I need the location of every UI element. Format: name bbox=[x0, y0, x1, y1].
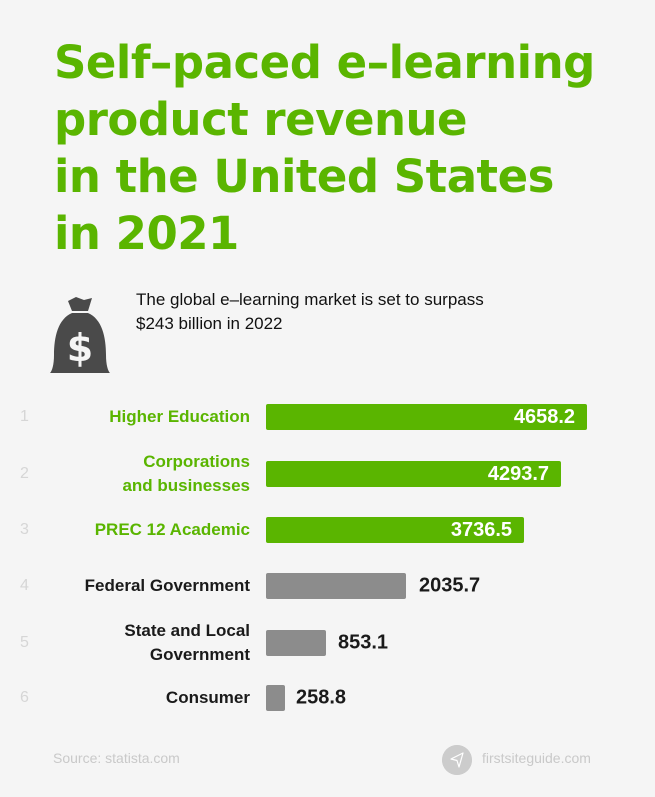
rank-number: 6 bbox=[20, 689, 29, 706]
rank-number: 1 bbox=[20, 408, 29, 425]
rank-number: 5 bbox=[20, 634, 29, 651]
bar-value: 853.1 bbox=[338, 631, 389, 654]
label-line: PREC 12 Academic bbox=[94, 520, 250, 539]
note-text: The global e–learning market is set to s… bbox=[136, 288, 636, 336]
bar-value: 2035.7 bbox=[419, 574, 481, 597]
bar: 4293.7 bbox=[266, 461, 561, 487]
bar-value: 4658.2 bbox=[513, 406, 575, 428]
market-note: $ The global e–learning market is set to… bbox=[0, 280, 655, 373]
chart-row: 6 Consumer 258.8 bbox=[0, 678, 655, 718]
bar-value: 4293.7 bbox=[487, 463, 549, 485]
rank-number: 4 bbox=[20, 577, 29, 594]
label-line: State and Local bbox=[124, 621, 250, 640]
source-link[interactable]: Source: statista.com bbox=[53, 750, 180, 766]
bar: 4658.2 bbox=[266, 404, 587, 430]
note-line: The global e–learning market is set to s… bbox=[136, 290, 484, 309]
row-label: Federal Government bbox=[85, 574, 250, 598]
bar-value: 3736.5 bbox=[450, 519, 512, 541]
title-line: in the United States bbox=[54, 150, 554, 203]
note-line: $243 billion in 2022 bbox=[136, 314, 283, 333]
rank-number: 3 bbox=[20, 521, 29, 538]
brand-link[interactable]: firstsiteguide.com bbox=[482, 750, 591, 766]
title-line: Self–paced e–learning bbox=[54, 36, 595, 89]
bar-value: 258.8 bbox=[296, 686, 347, 709]
chart-row: 3 PREC 12 Academic 3736.5 bbox=[0, 510, 655, 550]
row-label: Corporations and businesses bbox=[122, 450, 250, 498]
bar bbox=[266, 630, 326, 656]
chart-row: 4 Federal Government 2035.7 bbox=[0, 566, 655, 606]
label-line: Higher Education bbox=[109, 407, 250, 426]
rank-number: 2 bbox=[20, 465, 29, 482]
row-label: Higher Education bbox=[109, 405, 250, 429]
row-label: PREC 12 Academic bbox=[95, 518, 250, 542]
footer: Source: statista.com firstsiteguide.com bbox=[0, 740, 655, 780]
row-label: Consumer bbox=[166, 686, 250, 710]
paper-plane-icon bbox=[442, 745, 472, 775]
row-label: State and Local Government bbox=[124, 619, 250, 667]
chart-row: 1 Higher Education 4658.2 bbox=[0, 397, 655, 437]
page-title: Self–paced e–learning product revenue in… bbox=[54, 34, 654, 262]
label-line: Federal Government bbox=[84, 576, 250, 595]
title-line: in 2021 bbox=[54, 207, 239, 260]
chart-row: 5 State and Local Government 853.1 bbox=[0, 621, 655, 664]
label-line: Government bbox=[149, 645, 250, 664]
label-line: Corporations bbox=[143, 452, 250, 471]
label-line: Consumer bbox=[165, 688, 250, 707]
bar-chart: 1 Higher Education 4658.2 2 Corporations… bbox=[0, 395, 655, 725]
bar: 3736.5 bbox=[266, 517, 524, 543]
label-line: and businesses bbox=[122, 476, 250, 495]
chart-row: 2 Corporations and businesses 4293.7 bbox=[0, 452, 655, 495]
money-bag-icon: $ bbox=[50, 297, 110, 373]
title-line: product revenue bbox=[54, 93, 468, 146]
bar bbox=[266, 685, 285, 711]
bar bbox=[266, 573, 406, 599]
svg-text:$: $ bbox=[67, 326, 93, 370]
